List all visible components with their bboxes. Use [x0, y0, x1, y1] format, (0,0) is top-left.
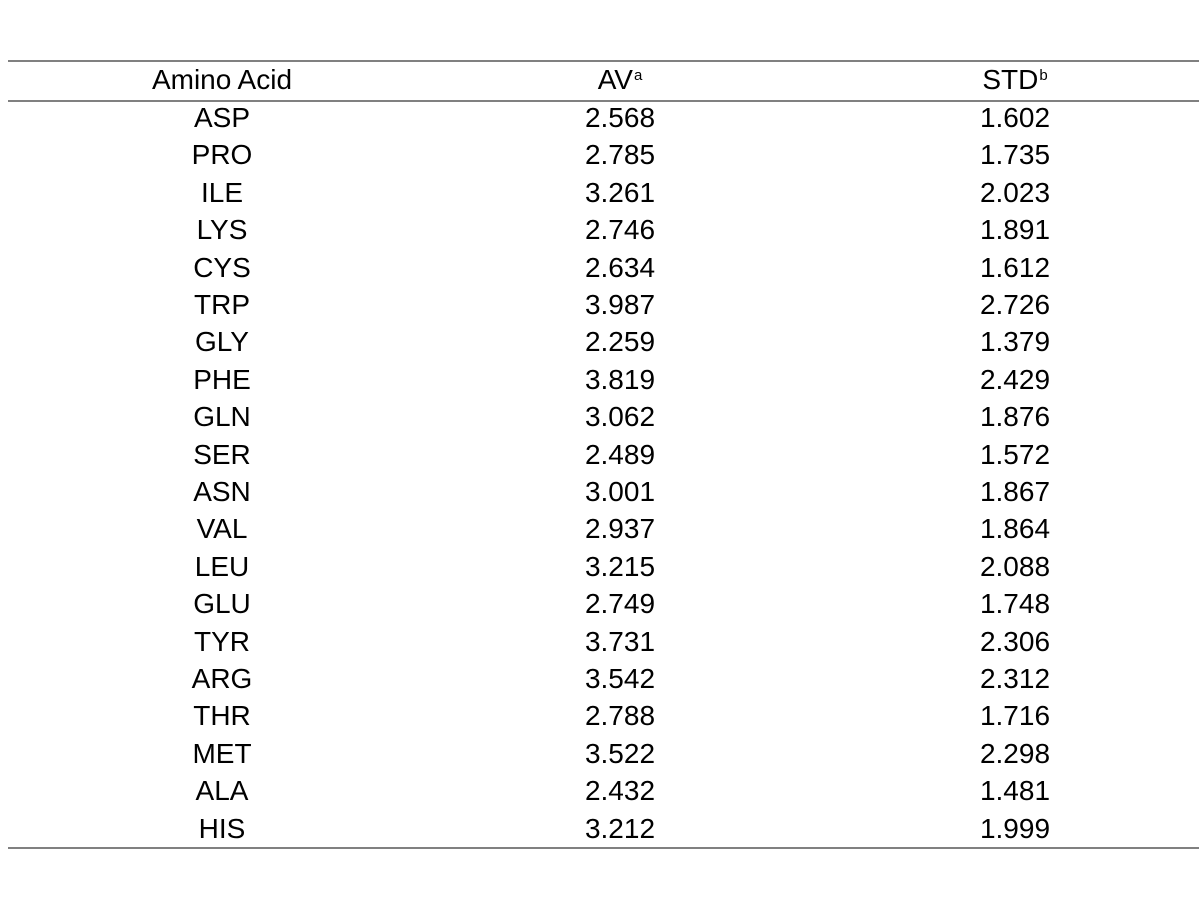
table-bottom-rule	[8, 847, 1199, 849]
std-cell: 1.481	[979, 775, 1051, 806]
amino-acid-cell: SER	[193, 439, 251, 470]
std-cell: 2.312	[979, 663, 1051, 694]
amino-acid-cell: TYR	[194, 626, 250, 657]
amino-acid-cell: PRO	[191, 139, 253, 170]
table-top-rule	[8, 60, 1199, 62]
std-cell: 1.612	[979, 252, 1051, 283]
amino-acid-cell: TRP	[194, 289, 250, 320]
amino-acid-cell: GLY	[195, 326, 249, 357]
av-cell: 2.489	[584, 439, 656, 470]
std-cell: 1.379	[979, 326, 1051, 357]
amino-acid-cell: GLU	[193, 588, 251, 619]
av-cell: 3.731	[584, 626, 656, 657]
amino-acid-cell: ASP	[193, 102, 251, 133]
amino-acid-cell: ARG	[191, 663, 253, 694]
amino-acid-cell: ASN	[193, 476, 251, 507]
std-cell: 1.572	[979, 439, 1051, 470]
amino-acid-cell: CYS	[193, 252, 251, 283]
std-cell: 1.891	[979, 214, 1051, 245]
av-cell: 2.749	[584, 588, 656, 619]
av-cell: 3.212	[584, 813, 656, 844]
std-cell: 1.735	[979, 139, 1051, 170]
av-cell: 2.259	[584, 326, 656, 357]
av-cell: 3.001	[584, 476, 656, 507]
std-cell: 1.876	[979, 401, 1051, 432]
av-cell: 3.261	[584, 177, 656, 208]
av-cell: 3.987	[584, 289, 656, 320]
std-cell: 2.429	[979, 364, 1051, 395]
av-cell: 2.568	[584, 102, 656, 133]
amino-acid-cell: GLN	[193, 401, 251, 432]
std-cell: 1.864	[979, 513, 1051, 544]
av-cell: 3.542	[584, 663, 656, 694]
header-rule	[8, 100, 1199, 102]
std-cell: 1.867	[979, 476, 1051, 507]
footnote-marker-a: a	[633, 67, 643, 84]
amino-acid-cell: LYS	[196, 214, 248, 245]
amino-acid-cell: ILE	[200, 177, 244, 208]
av-cell: 2.746	[584, 214, 656, 245]
av-cell: 3.819	[584, 364, 656, 395]
amino-acid-cell: VAL	[196, 513, 248, 544]
amino-acid-cell: HIS	[198, 813, 246, 844]
av-cell: 2.788	[584, 700, 656, 731]
amino-acid-cell: PHE	[193, 364, 251, 395]
std-cell: 1.748	[979, 588, 1051, 619]
std-cell: 2.088	[979, 551, 1051, 582]
std-cell: 2.306	[979, 626, 1051, 657]
std-cell: 2.298	[979, 738, 1051, 769]
av-cell: 2.785	[584, 139, 656, 170]
amino-acid-cell: ALA	[195, 775, 249, 806]
header-amino-acid: Amino Acid	[151, 64, 293, 95]
av-cell: 2.634	[584, 252, 656, 283]
std-cell: 1.602	[979, 102, 1051, 133]
amino-acid-cell: THR	[193, 700, 251, 731]
amino-acid-cell: MET	[192, 738, 252, 769]
av-cell: 3.215	[584, 551, 656, 582]
av-cell: 2.432	[584, 775, 656, 806]
av-cell: 3.062	[584, 401, 656, 432]
amino-acid-cell: LEU	[194, 551, 250, 582]
footnote-marker-b: b	[1039, 67, 1048, 84]
std-cell: 2.023	[979, 177, 1051, 208]
std-cell: 2.726	[979, 289, 1051, 320]
av-cell: 2.937	[584, 513, 656, 544]
std-cell: 1.999	[979, 813, 1051, 844]
std-cell: 1.716	[979, 700, 1051, 731]
header-std: STDb	[982, 64, 1048, 95]
av-cell: 3.522	[584, 738, 656, 769]
header-av: AVa	[597, 64, 643, 95]
